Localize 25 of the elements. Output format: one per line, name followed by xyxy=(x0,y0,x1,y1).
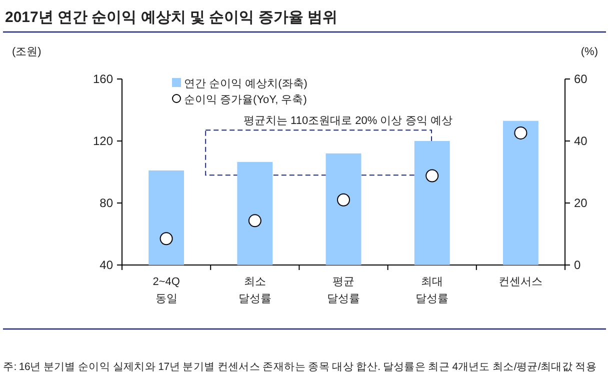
point xyxy=(160,232,173,246)
x-tick-label: 최대 달성률 xyxy=(416,276,449,305)
annotation: 평균치는 110조원대로 20% 이상 증익 예상 xyxy=(244,115,452,128)
legend-label: 순이익 증가율(YoY, 우축) xyxy=(184,94,307,106)
legend-label: 연간 순이익 예상치(좌축) xyxy=(184,78,308,90)
y2-tick-label: 60 xyxy=(574,72,588,86)
point xyxy=(514,126,528,140)
y2-tick-label: 20 xyxy=(574,196,588,210)
x-tick-label: 2~4Q 동일 xyxy=(152,276,180,305)
text: 주: 16년 분기별 순이익 실제치와 17년 분기별 컨센서스 존재하는 종목 대상 합산. 달성률은 최근 4개년도 최소/평균/최대값 적용 xyxy=(3,361,597,373)
y2-tick-label: 0 xyxy=(574,258,581,272)
y-tick-label: 80 xyxy=(100,196,114,210)
point xyxy=(337,193,350,206)
x-tick-label: 평균 달성률 xyxy=(327,276,360,305)
y2-axis-title: (%) xyxy=(580,46,598,58)
y-tick-label: 120 xyxy=(92,134,114,148)
chart-title: 2017년 연간 순이익 예상치 및 순이익 증가율 범위 xyxy=(5,9,338,26)
x-tick-label: 최소 달성률 xyxy=(238,276,272,305)
point xyxy=(426,169,439,182)
x-tick-label: 컨센서스 xyxy=(498,276,543,288)
y-tick-label: 160 xyxy=(92,72,114,86)
point xyxy=(248,214,262,228)
y-tick-label: 40 xyxy=(100,258,114,272)
y-axis-title: (조원) xyxy=(12,46,42,58)
y2-tick-label: 40 xyxy=(574,134,588,148)
